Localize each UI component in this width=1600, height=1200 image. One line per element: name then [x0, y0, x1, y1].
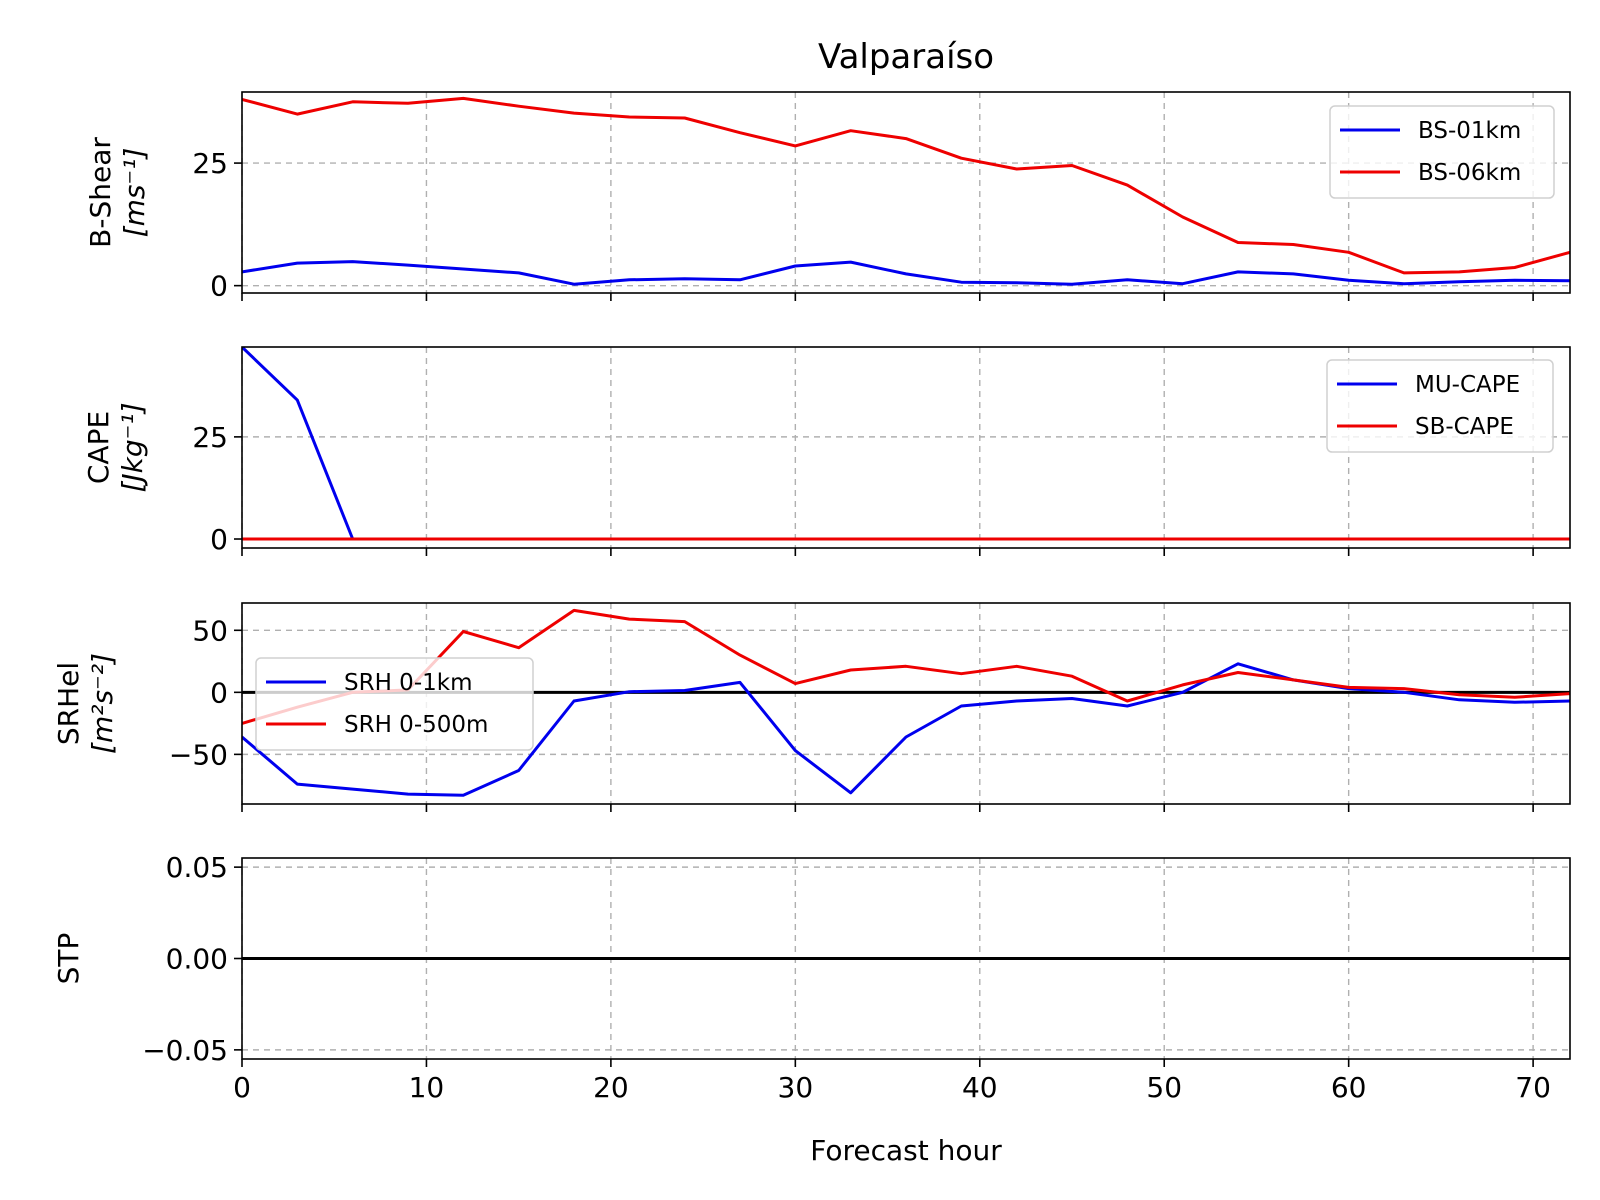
- y-tick-label: 0: [210, 270, 228, 303]
- legend-label: SRH 0-500m: [344, 712, 488, 738]
- y-tick-label: 0.00: [166, 943, 228, 976]
- legend-label: BS-01km: [1418, 118, 1521, 144]
- series-group: [242, 608, 1570, 797]
- y-axis-label-name: CAPE: [82, 411, 115, 484]
- y-tick-label: 0.05: [166, 851, 228, 884]
- axes-frame: [241, 602, 1571, 805]
- panel-1: 0 25 B-Shear[ms⁻¹] BS-01km BS-06km: [84, 91, 1571, 303]
- y-axis-label: SRHel[m²s⁻²]: [52, 653, 119, 754]
- y-tick-label: 50: [192, 614, 228, 647]
- y-axis-label-name: B-Shear: [84, 137, 117, 248]
- y-tick-label: −50: [169, 738, 228, 771]
- x-tick-label: 10: [409, 1071, 445, 1104]
- y-axis-label-unit: [m²s⁻²]: [86, 653, 119, 754]
- panels: 0 25 B-Shear[ms⁻¹] BS-01km BS-06km 0 25 CAPE[Jk…: [52, 91, 1571, 1104]
- y-axis-label: B-Shear[ms⁻¹]: [84, 137, 151, 248]
- series-line-bs-01km: [242, 260, 1570, 286]
- axes-frame: [241, 91, 1571, 294]
- y-axis-label-unit: [Jkg⁻¹]: [116, 402, 149, 492]
- legend-label: SRH 0-1km: [344, 670, 472, 696]
- x-tick-label: 0: [233, 1071, 251, 1104]
- legend-label: BS-06km: [1418, 160, 1521, 186]
- series-line-bs-06km: [242, 96, 1570, 275]
- legend: MU-CAPE SB-CAPE: [1326, 359, 1554, 453]
- y-tick-label: 25: [192, 421, 228, 454]
- chart-title: Valparaíso: [818, 37, 994, 77]
- y-axis-label-name: STP: [52, 933, 85, 985]
- x-tick-label: 40: [962, 1071, 998, 1104]
- legend: BS-01km BS-06km: [1329, 105, 1555, 199]
- legend: SRH 0-1km SRH 0-500m: [255, 657, 534, 751]
- x-tick-label: 30: [778, 1071, 814, 1104]
- series-group: [242, 347, 1570, 541]
- y-tick-label: −0.05: [142, 1034, 228, 1067]
- x-tick-label: 60: [1331, 1071, 1367, 1104]
- y-axis-label-name: SRHel: [52, 662, 85, 745]
- panel-3: −50 0 50 SRHel[m²s⁻²] SRH 0-1km SRH 0-500m: [52, 602, 1571, 812]
- y-tick-label: 25: [192, 147, 228, 180]
- x-tick-label: 50: [1146, 1071, 1182, 1104]
- y-tick-label: 0: [210, 523, 228, 556]
- series-group: [242, 96, 1570, 286]
- y-axis-label: CAPE[Jkg⁻¹]: [82, 402, 149, 492]
- panel-2: 0 25 CAPE[Jkg⁻¹] MU-CAPE SB-CAPE: [82, 346, 1571, 556]
- x-tick-label: 20: [593, 1071, 629, 1104]
- series-line-srh-0-500m: [242, 608, 1570, 725]
- x-axis-label: Forecast hour: [810, 1134, 1002, 1167]
- legend-label: SB-CAPE: [1415, 414, 1514, 440]
- y-axis-label: STP: [52, 933, 85, 985]
- axes-frame: [241, 346, 1571, 549]
- y-tick-label: 0: [210, 676, 228, 709]
- legend-label: MU-CAPE: [1415, 372, 1520, 398]
- x-tick-label: 70: [1515, 1071, 1551, 1104]
- y-axis-label-unit: [ms⁻¹]: [118, 148, 151, 238]
- panel-4: −0.05 0.00 0.05 0 10 20 30 40 50 60 70 STP: [52, 851, 1571, 1104]
